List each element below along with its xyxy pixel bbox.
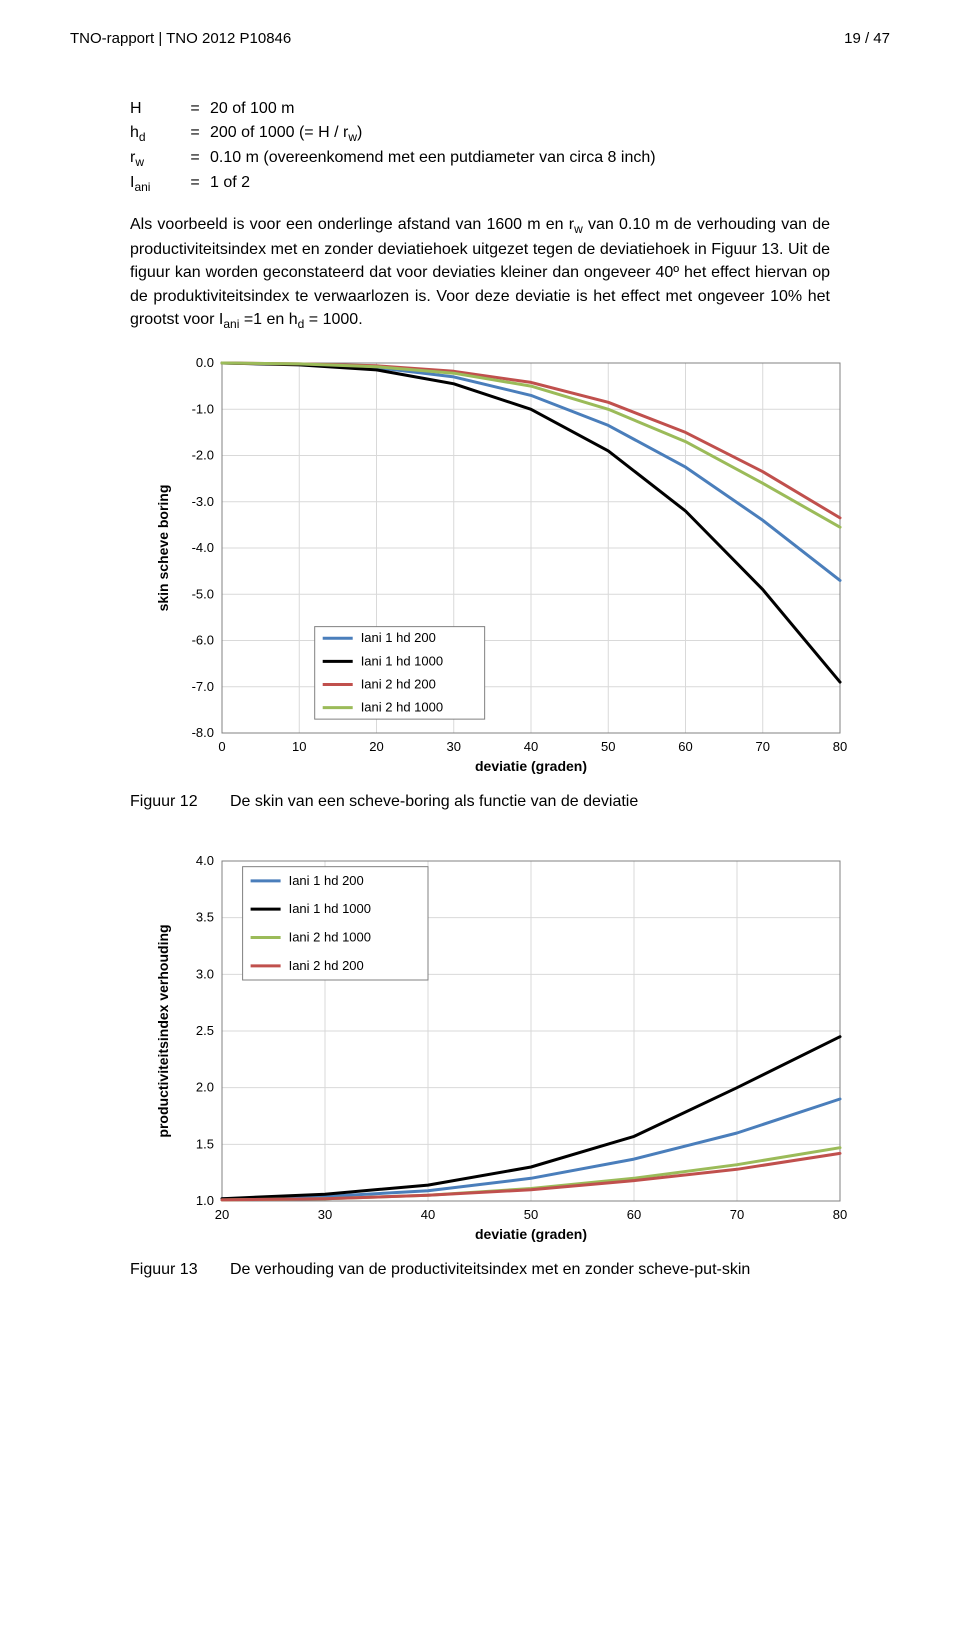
legend-label: Iani 2 hd 200 xyxy=(289,958,364,973)
figure-12-chart: 0 10 20 30 40 50 60 70 80 -8.0 -7.0 -6.0 -5.0 -4.0 -3.… xyxy=(150,353,850,783)
legend-label: Iani 1 hd 1000 xyxy=(361,654,443,669)
figure-text: De verhouding van de productiviteitsinde… xyxy=(230,1261,830,1279)
x-tick-label: 0 xyxy=(218,739,225,754)
page-header: TNO-rapport | TNO 2012 P10846 19 / 47 xyxy=(70,30,890,47)
x-tick-label: 80 xyxy=(833,1207,847,1222)
y-tick-label: 2.5 xyxy=(196,1023,214,1038)
definition-row: hd=200 of 1000 (= H / rw) xyxy=(130,121,890,146)
definition-row: rw=0.10 m (overeenkomend met een putdiam… xyxy=(130,146,890,171)
definition-symbol: Iani xyxy=(130,171,180,196)
x-tick-label: 30 xyxy=(447,739,461,754)
definitions-block: H=20 of 100 mhd=200 of 1000 (= H / rw)rw… xyxy=(130,97,890,197)
figure-label: Figuur 12 xyxy=(130,793,230,811)
header-right: 19 / 47 xyxy=(844,30,890,47)
x-tick-label: 50 xyxy=(524,1207,538,1222)
definition-symbol: H xyxy=(130,97,180,121)
header-left: TNO-rapport | TNO 2012 P10846 xyxy=(70,30,291,47)
y-axis-label: skin scheve boring xyxy=(155,485,171,612)
legend-label: Iani 1 hd 1000 xyxy=(289,901,371,916)
y-tick-label: -5.0 xyxy=(192,587,214,602)
y-tick-label: -4.0 xyxy=(192,540,214,555)
definition-equals: = xyxy=(180,171,210,196)
x-tick-label: 70 xyxy=(730,1207,744,1222)
definition-row: Iani=1 of 2 xyxy=(130,171,890,196)
x-tick-label: 60 xyxy=(627,1207,641,1222)
legend-label: Iani 2 hd 1000 xyxy=(361,700,443,715)
definition-symbol: rw xyxy=(130,146,180,171)
figure-13-chart: 20 30 40 50 60 70 80 1.0 1.5 2.0 2.5 3.0 3.5 4.0 devia… xyxy=(150,851,850,1251)
x-tick-label: 10 xyxy=(292,739,306,754)
x-tick-label: 40 xyxy=(524,739,538,754)
y-tick-label: 4.0 xyxy=(196,853,214,868)
x-tick-label: 20 xyxy=(215,1207,229,1222)
legend-label: Iani 2 hd 200 xyxy=(361,677,436,692)
x-tick-label: 40 xyxy=(421,1207,435,1222)
legend-label: Iani 2 hd 1000 xyxy=(289,930,371,945)
definition-value: 20 of 100 m xyxy=(210,97,890,121)
y-tick-label: 1.5 xyxy=(196,1137,214,1152)
y-tick-label: -6.0 xyxy=(192,633,214,648)
y-tick-label: 2.0 xyxy=(196,1080,214,1095)
y-tick-label: 3.5 xyxy=(196,910,214,925)
figure-12-caption: Figuur 12 De skin van een scheve-boring … xyxy=(130,793,830,811)
x-tick-label: 30 xyxy=(318,1207,332,1222)
figure-13-caption: Figuur 13 De verhouding van de productiv… xyxy=(130,1261,830,1279)
definition-value: 0.10 m (overeenkomend met een putdiamete… xyxy=(210,146,890,171)
definition-value: 1 of 2 xyxy=(210,171,890,196)
x-tick-label: 20 xyxy=(369,739,383,754)
y-tick-label: -3.0 xyxy=(192,494,214,509)
definition-row: H=20 of 100 m xyxy=(130,97,890,121)
y-tick-label: -1.0 xyxy=(192,402,214,417)
y-tick-label: 0.0 xyxy=(196,355,214,370)
definition-value: 200 of 1000 (= H / rw) xyxy=(210,121,890,146)
definition-equals: = xyxy=(180,146,210,171)
definition-symbol: hd xyxy=(130,121,180,146)
y-tick-label: -8.0 xyxy=(192,725,214,740)
x-tick-label: 70 xyxy=(756,739,770,754)
x-axis-label: deviatie (graden) xyxy=(475,758,587,774)
x-tick-label: 50 xyxy=(601,739,615,754)
y-axis-label: productiviteitsindex verhouding xyxy=(155,925,171,1138)
y-tick-label: -7.0 xyxy=(192,679,214,694)
y-tick-label: 1.0 xyxy=(196,1193,214,1208)
body-paragraph: Als voorbeeld is voor een onderlinge afs… xyxy=(130,213,830,334)
y-tick-label: 3.0 xyxy=(196,967,214,982)
figure-label: Figuur 13 xyxy=(130,1261,230,1279)
definition-equals: = xyxy=(180,121,210,146)
definition-equals: = xyxy=(180,97,210,121)
x-tick-label: 80 xyxy=(833,739,847,754)
x-axis-label: deviatie (graden) xyxy=(475,1226,587,1242)
legend-label: Iani 1 hd 200 xyxy=(361,630,436,645)
legend-label: Iani 1 hd 200 xyxy=(289,873,364,888)
figure-text: De skin van een scheve-boring als functi… xyxy=(230,793,830,811)
y-tick-label: -2.0 xyxy=(192,448,214,463)
x-tick-label: 60 xyxy=(678,739,692,754)
